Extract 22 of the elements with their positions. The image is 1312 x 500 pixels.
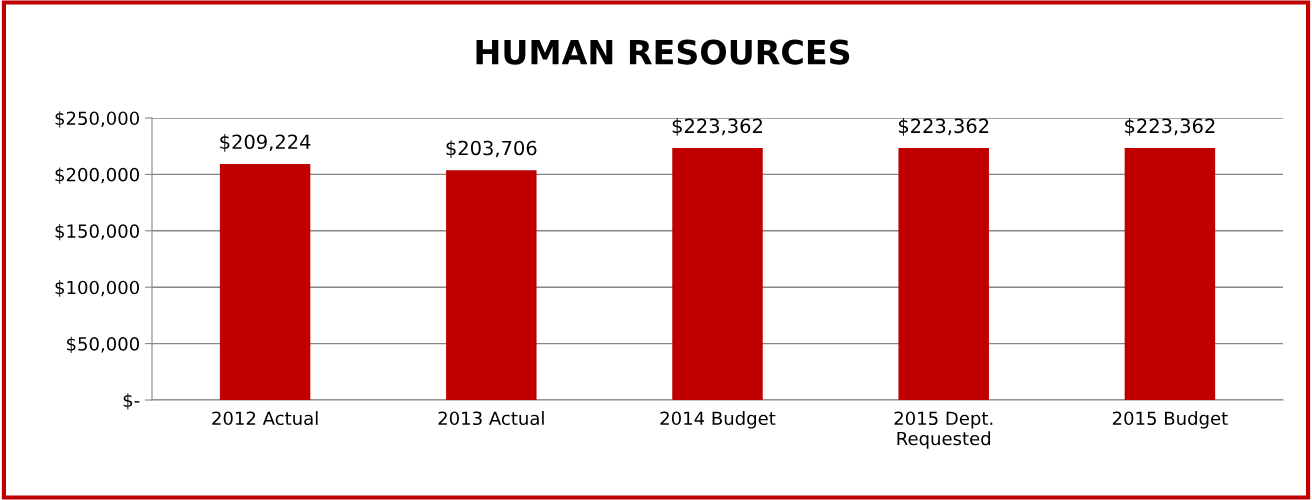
- y-tick-label: $250,000: [55, 111, 139, 128]
- y-tick-label: $-: [123, 393, 140, 410]
- x-tick-label: 2015 Dept. Requested: [894, 411, 993, 449]
- bar: [672, 148, 763, 400]
- bar: [446, 170, 537, 400]
- x-tick-label: 2013 Actual: [438, 411, 544, 426]
- x-tick-label: 2015 Budget: [1112, 411, 1228, 429]
- chart-title: HUMAN RESOURCES: [476, 39, 850, 65]
- bar: [1124, 148, 1216, 400]
- y-tick-label: $100,000: [55, 280, 139, 297]
- y-tick-label: $50,000: [67, 336, 139, 354]
- y-tick-label: $200,000: [55, 167, 139, 184]
- bar: [898, 148, 989, 400]
- data-label: $223,362: [1125, 118, 1215, 136]
- data-label: $223,362: [672, 118, 762, 136]
- data-label: $203,706: [446, 140, 537, 158]
- bar: [219, 164, 311, 400]
- x-tick-label: 2014 Budget: [660, 411, 776, 429]
- x-tick-label: 2012 Actual: [212, 411, 318, 426]
- y-tick-label: $150,000: [55, 223, 139, 241]
- data-label: $223,362: [898, 118, 989, 136]
- data-label: $209,224: [220, 134, 311, 152]
